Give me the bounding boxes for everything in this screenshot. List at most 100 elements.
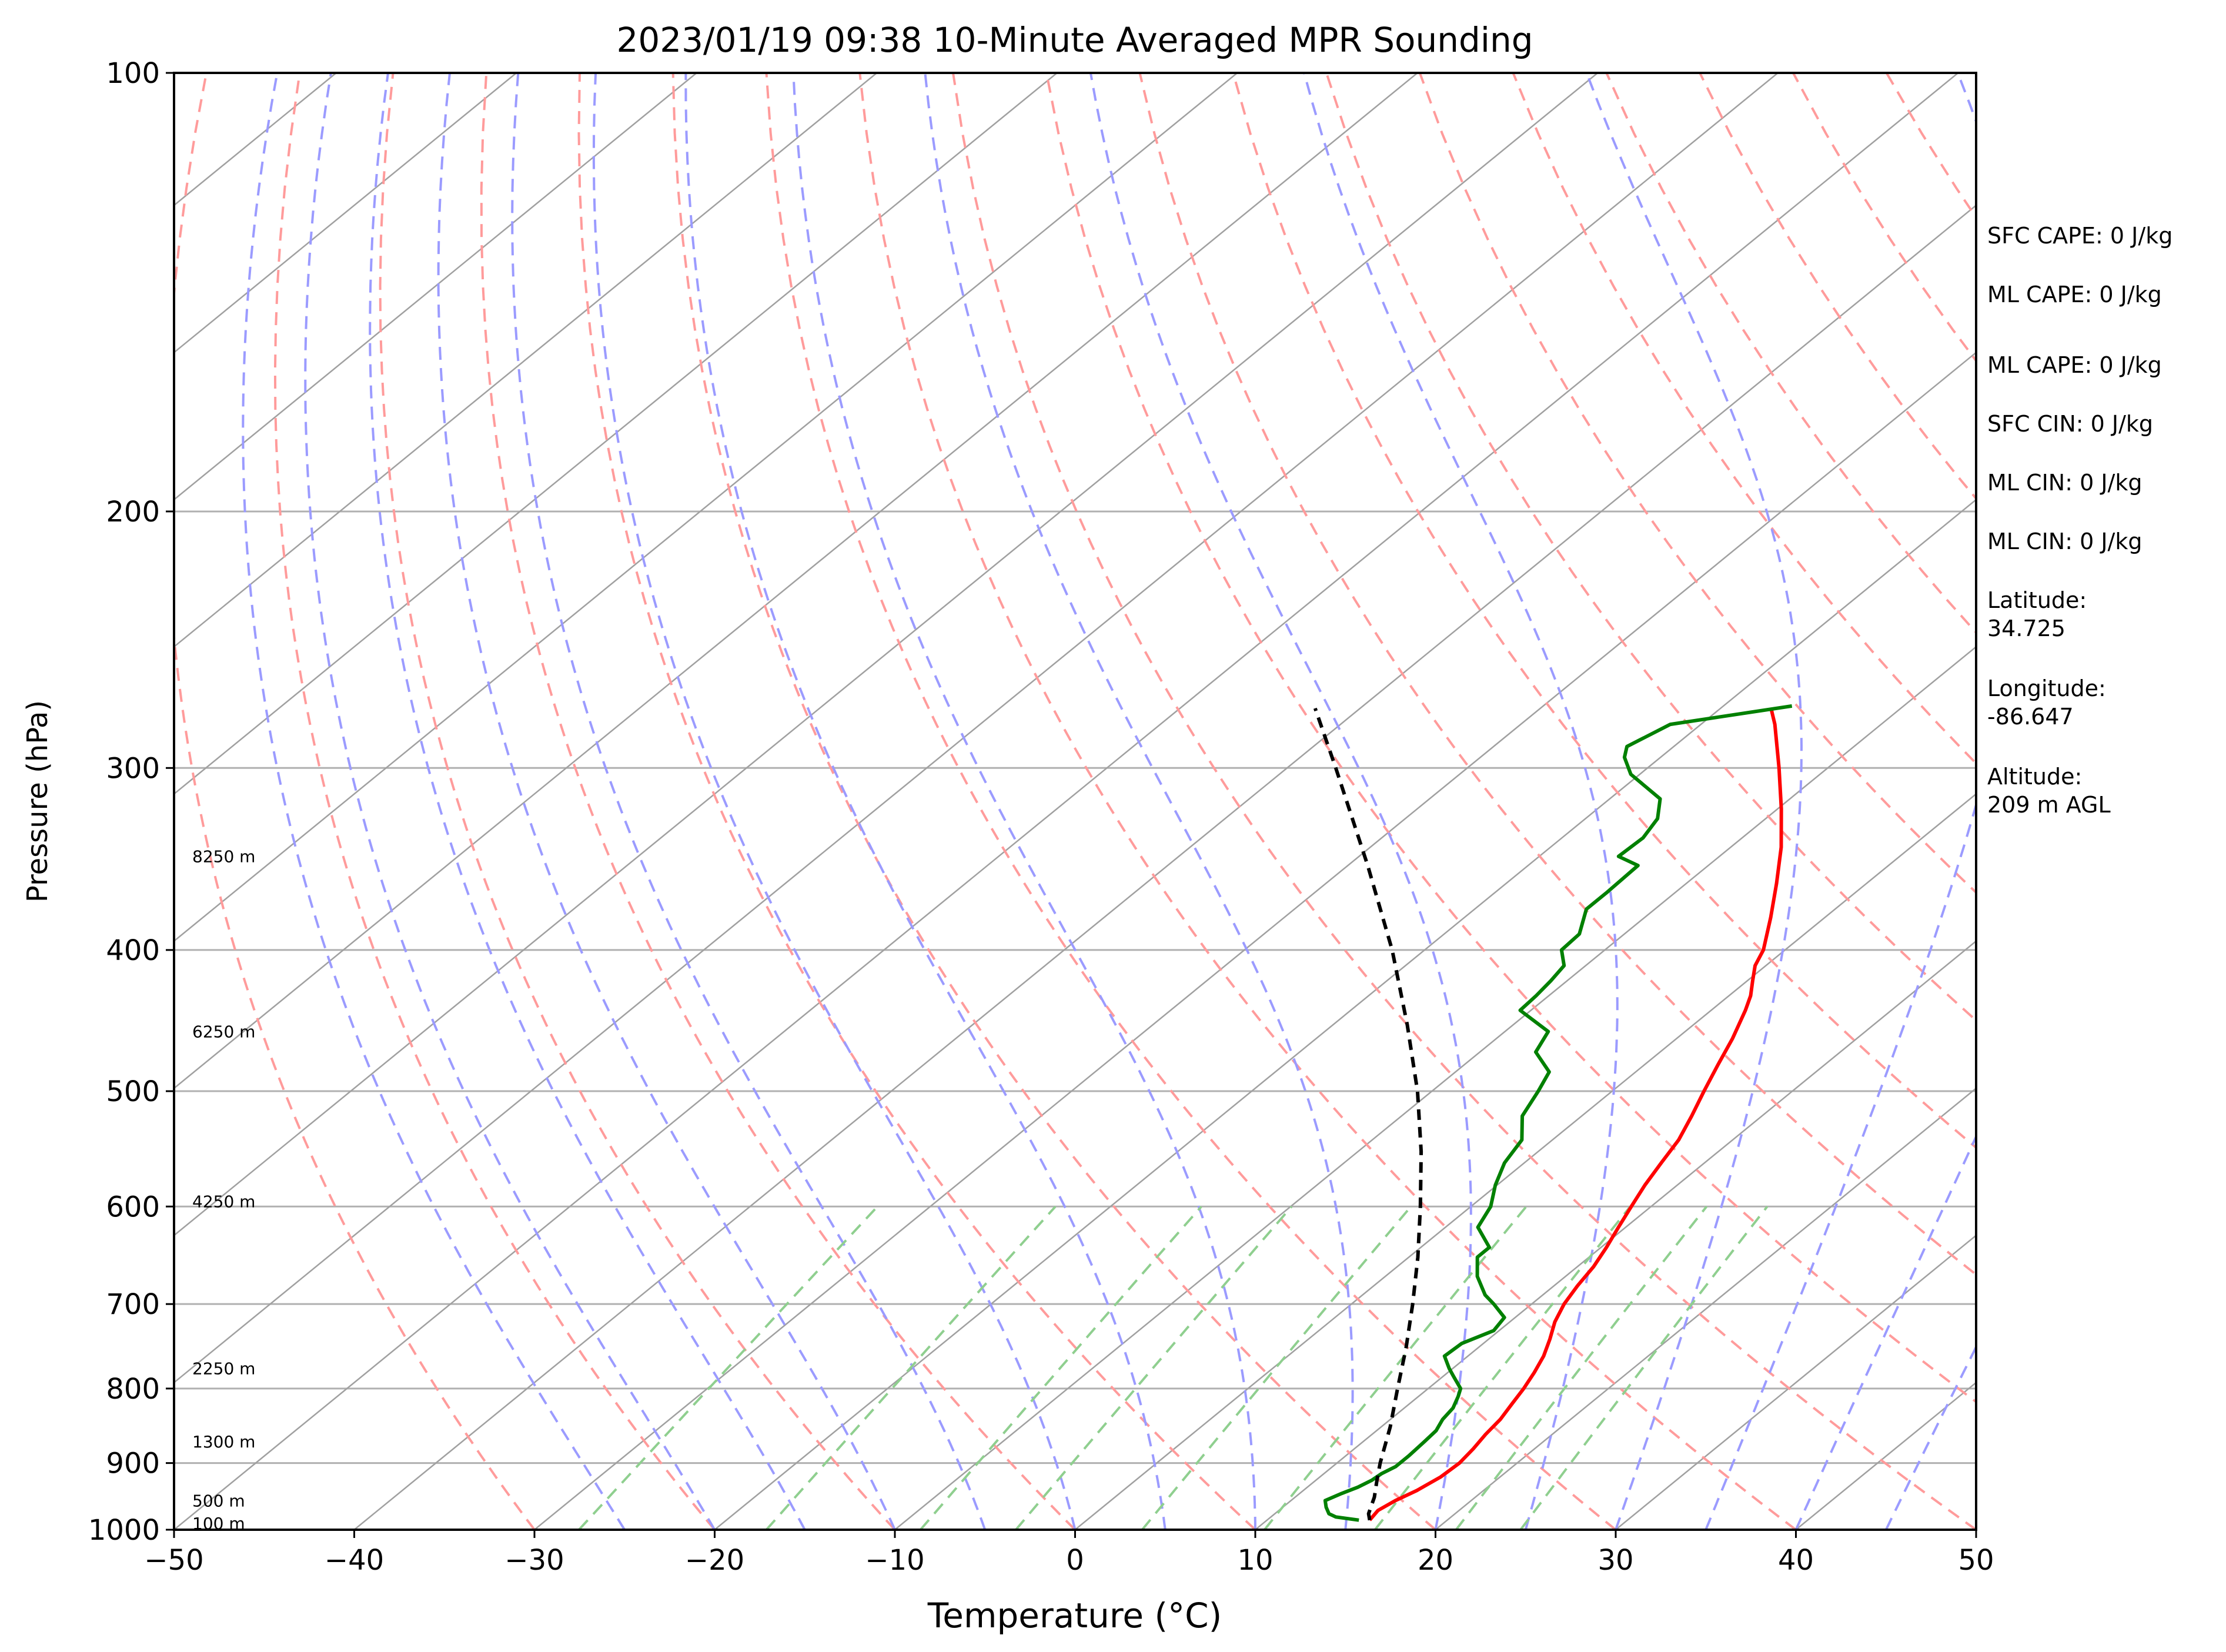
sounding-stats-panel: SFC CAPE: 0 J/kg ML CAPE: 0 J/kg ML CAPE: …	[1987, 223, 2172, 818]
height-label: 1300 m	[192, 1432, 255, 1452]
height-label: 6250 m	[192, 1022, 255, 1042]
moist-adiabat-line	[1704, 73, 1976, 1530]
y-tick-label: 100	[106, 57, 160, 90]
stat-value: -86.647	[1987, 704, 2074, 730]
x-axis-label: Temperature (°C)	[927, 1596, 1222, 1636]
stat-label: Longitude:	[1987, 675, 2106, 701]
dry-adiabat-line	[1045, 73, 1976, 1403]
mixing-ratio-line	[1455, 1206, 1708, 1530]
dry-adiabat-line	[671, 73, 1436, 1530]
moist-adiabat-line	[924, 73, 1354, 1530]
dry-adiabat-line	[2167, 73, 2226, 1530]
dry-adiabats	[174, 73, 2226, 1530]
isotherm-line	[174, 73, 698, 501]
sounding-line-1	[1323, 704, 1793, 1522]
moist-adiabat-line	[242, 73, 626, 1530]
isotherm-line	[1074, 792, 1976, 1530]
sounding-line-2	[1313, 707, 1423, 1521]
dry-adiabat-line	[858, 73, 1797, 1530]
dry-adiabat-line	[1232, 73, 1976, 1149]
height-label: 2250 m	[192, 1359, 255, 1379]
isotherm-line	[174, 73, 1960, 1530]
moist-adiabat-line	[1794, 1133, 1976, 1530]
isobar-grid	[174, 73, 1976, 1530]
y-tick-label: 500	[106, 1075, 160, 1108]
moist-adiabat-line	[592, 73, 1077, 1530]
x-tick-label: −50	[144, 1544, 203, 1577]
y-tick-label: 400	[106, 934, 160, 967]
x-tick-label: −40	[325, 1544, 384, 1577]
stat-label: Latitude:	[1987, 587, 2087, 613]
stat-label: ML CIN: 0 J/kg	[1987, 470, 2142, 496]
moist-adiabat-line	[369, 73, 806, 1530]
dry-adiabat-line	[480, 73, 1076, 1530]
stat-label: SFC CAPE: 0 J/kg	[1987, 223, 2172, 249]
stat-label: ML CIN: 0 J/kg	[1987, 529, 2142, 554]
dry-adiabat-line	[379, 73, 896, 1530]
isotherm-line	[174, 73, 1239, 942]
x-tick-label: 0	[1066, 1544, 1084, 1577]
dry-adiabat-line	[952, 73, 1976, 1530]
x-tick-label: 20	[1418, 1544, 1453, 1577]
plot-frame	[173, 72, 1977, 1531]
dry-adiabat-line	[577, 73, 1256, 1530]
height-label: 4250 m	[192, 1192, 255, 1211]
isotherm-line	[353, 204, 1976, 1530]
y-tick-label: 800	[106, 1373, 160, 1406]
isotherm-line	[1434, 1087, 1976, 1530]
mixing-ratio-lines	[578, 1205, 1769, 1530]
moist-adiabat-line	[1884, 1344, 1976, 1530]
sounding-line-0	[1368, 708, 1783, 1521]
isotherm-line	[174, 73, 1058, 795]
moist-adiabat-line	[511, 73, 987, 1530]
x-axis-ticks: −50 −40 −30 −20 −10 0 10 20 30 40 50	[144, 1530, 1994, 1577]
stat-value: 209 m AGL	[1987, 792, 2111, 818]
height-label: 500 m	[192, 1491, 245, 1510]
y-tick-label: 900	[106, 1447, 160, 1480]
x-tick-label: 10	[1237, 1544, 1273, 1577]
height-labels: 100 m 500 m 1300 m 2250 m 4250 m 6250 m 8250 m	[192, 847, 255, 1533]
x-tick-label: 50	[1958, 1544, 1994, 1577]
y-axis-label: Pressure (hPa)	[21, 700, 54, 902]
mixing-ratio-line	[1015, 1205, 1293, 1530]
x-tick-label: 30	[1597, 1544, 1633, 1577]
mixing-ratio-line	[1519, 1206, 1769, 1530]
mixing-ratio-line	[1374, 1206, 1632, 1530]
stat-label: ML CAPE: 0 J/kg	[1987, 282, 2162, 307]
stat-label: Altitude:	[1987, 764, 2082, 790]
height-label: 8250 m	[192, 847, 255, 867]
sounding-series	[1313, 704, 1793, 1522]
moist-adiabat-line	[437, 73, 896, 1530]
moist-adiabats	[242, 73, 1976, 1530]
isotherm-line	[533, 351, 1976, 1530]
isotherm-line	[174, 73, 878, 648]
y-axis-ticks: 100 200 300 400 500 600 700 800 900 1000	[88, 57, 174, 1547]
isotherm-line	[174, 73, 1599, 1236]
moist-adiabat-line	[1089, 73, 1472, 1530]
y-tick-label: 1000	[88, 1514, 160, 1547]
isotherm-line	[174, 73, 518, 354]
stat-label: SFC CIN: 0 J/kg	[1987, 411, 2153, 437]
isotherm-line	[713, 499, 1976, 1530]
isotherm-line	[1254, 940, 1976, 1530]
moist-adiabat-line	[304, 73, 716, 1530]
isotherm-line	[174, 73, 1419, 1089]
mixing-ratio-line	[1264, 1206, 1528, 1530]
moist-adiabat-line	[1585, 73, 1803, 1530]
x-tick-label: −10	[865, 1544, 924, 1577]
isotherm-line	[174, 73, 1779, 1384]
dry-adiabat-line	[273, 73, 716, 1530]
moist-adiabat-line	[1303, 73, 1619, 1530]
dry-adiabat-line	[765, 73, 1617, 1530]
chart-title: 2023/01/19 09:38 10-Minute Averaged MPR …	[616, 20, 1533, 60]
mixing-ratio-line	[578, 1205, 878, 1530]
y-tick-label: 200	[106, 496, 160, 529]
isotherm-line	[1615, 1234, 1976, 1530]
dry-adiabat-line	[174, 73, 536, 1530]
height-label: 100 m	[192, 1514, 245, 1533]
dry-adiabat-line	[1138, 73, 1976, 1276]
stat-value: 34.725	[1987, 616, 2065, 641]
y-tick-label: 600	[106, 1190, 160, 1223]
x-tick-label: −20	[685, 1544, 744, 1577]
